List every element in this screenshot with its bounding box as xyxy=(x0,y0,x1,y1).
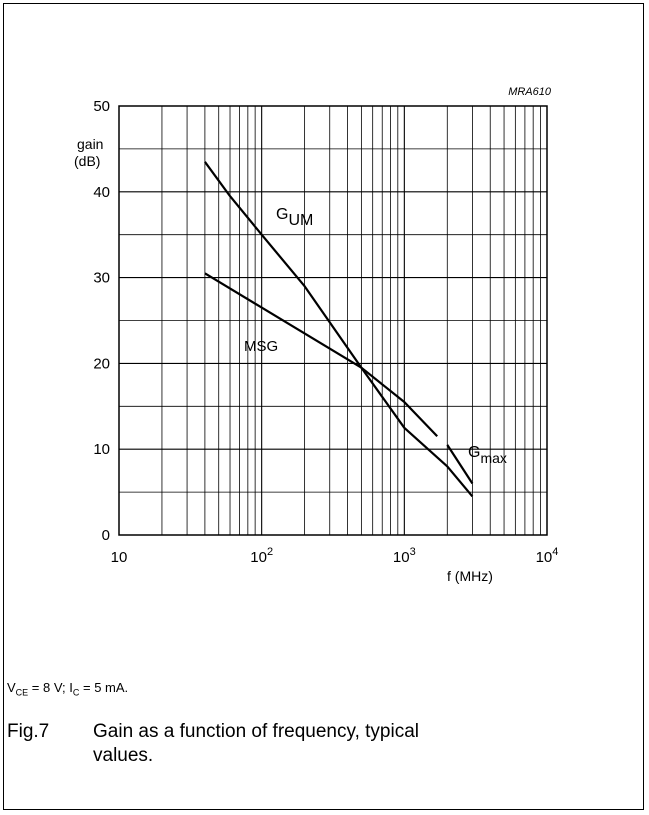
test-conditions: VCE = 8 V; IC = 5 mA. xyxy=(7,680,129,698)
y-tick-label: 10 xyxy=(93,441,110,458)
figure-frame xyxy=(3,3,644,810)
x-tick-label: 10 xyxy=(111,549,128,566)
plot-border xyxy=(118,105,548,536)
chart-grid xyxy=(119,106,547,535)
y-tick-label: 40 xyxy=(93,184,110,201)
x-tick-label: 102 xyxy=(250,546,273,566)
series-layer xyxy=(204,161,474,498)
series-gum-line xyxy=(204,161,474,498)
series-label-gum: GUM xyxy=(276,206,313,229)
y-axis-label-line2: (dB) xyxy=(74,153,100,169)
y-axis-label-line1: gain xyxy=(77,136,103,152)
x-axis-label: f (MHz) xyxy=(447,568,493,584)
y-tick-label: 20 xyxy=(93,355,110,372)
y-tick-label: 0 xyxy=(102,527,110,544)
figure-caption-text: Gain as a function of frequency, typical… xyxy=(93,721,419,766)
x-tick-label: 103 xyxy=(393,546,416,566)
y-tick-label: 30 xyxy=(93,270,110,287)
y-tick-label: 50 xyxy=(93,98,110,115)
chart-code: MRA610 xyxy=(508,86,552,98)
series-label-gmax: Gmax xyxy=(468,444,507,466)
series-gmax-line xyxy=(446,444,474,485)
series-msg-line xyxy=(204,272,438,438)
figure-number: Fig.7 xyxy=(7,721,50,742)
x-tick-label: 104 xyxy=(536,546,559,566)
series-label-msg: MSG xyxy=(244,338,278,355)
